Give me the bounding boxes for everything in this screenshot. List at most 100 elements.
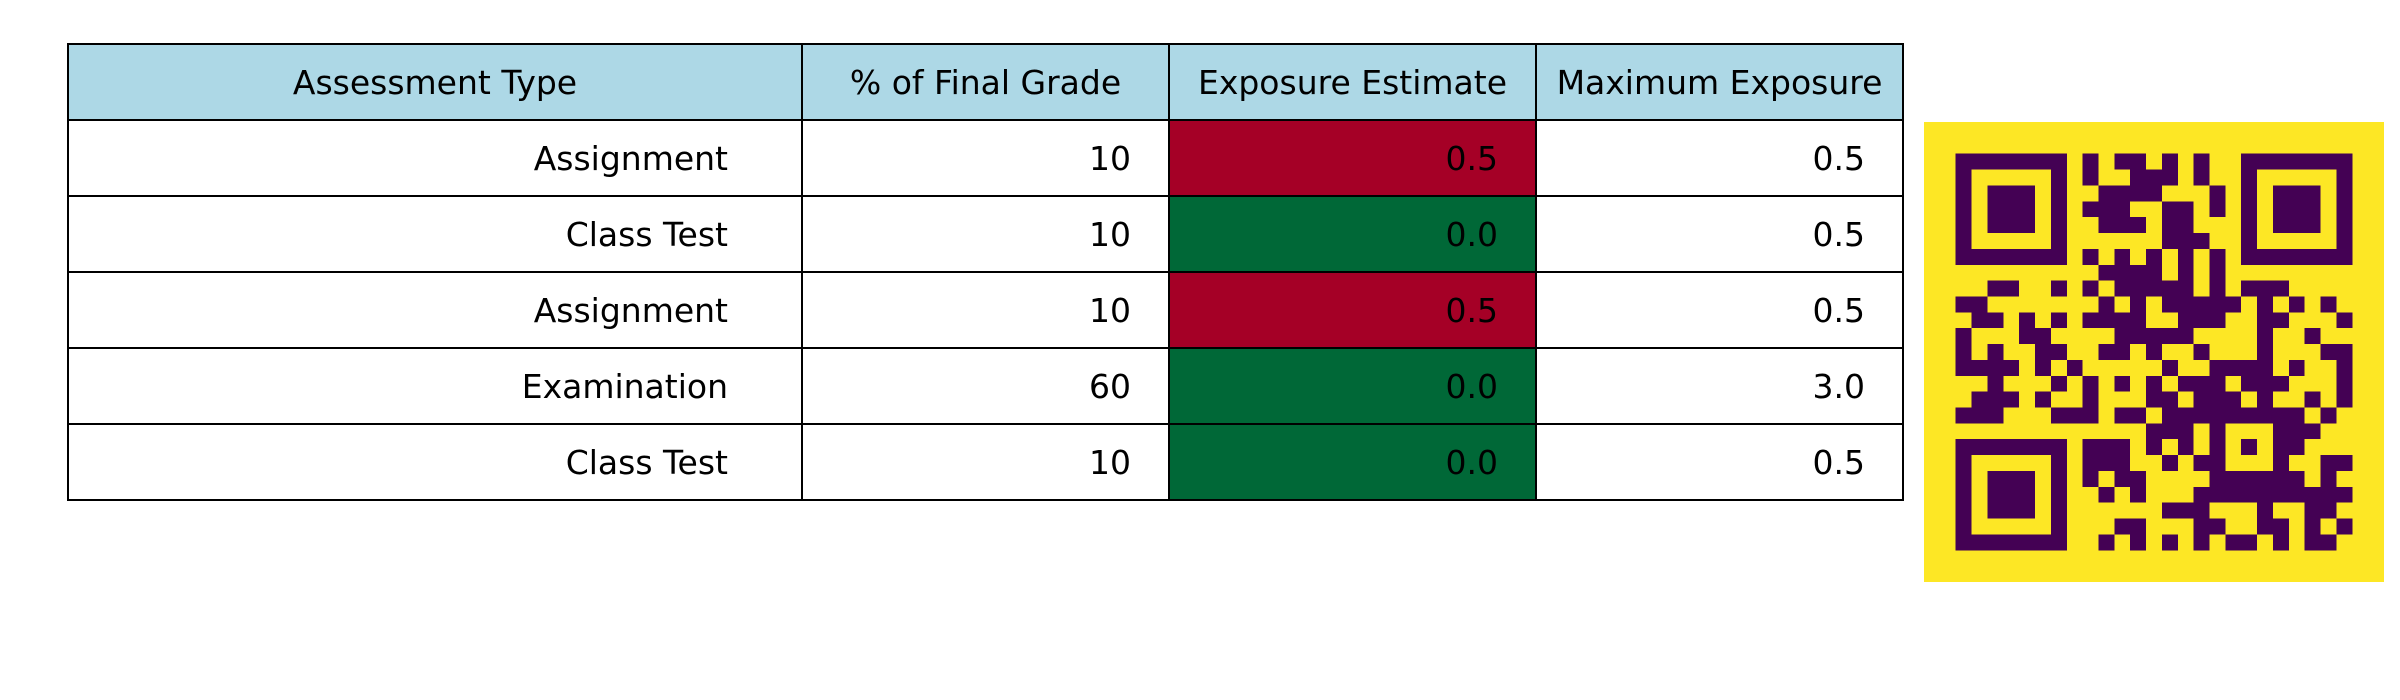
qr-module (2146, 264, 2162, 281)
qr-module (2177, 264, 2194, 281)
qr-module (2336, 344, 2353, 360)
qr-module (2161, 153, 2178, 170)
qr-module (2114, 280, 2131, 297)
qr-module (2320, 534, 2337, 551)
qr-module (2146, 423, 2162, 440)
exposure-estimate-cell: 0.0 (1168, 347, 1537, 425)
qr-module (2193, 502, 2210, 519)
qr-module (2336, 375, 2353, 392)
qr-module (1987, 344, 2004, 360)
qr-module (1955, 486, 1972, 503)
qr-module (2003, 153, 2020, 170)
qr-module (2209, 439, 2226, 456)
qr-module (2241, 439, 2258, 456)
qr-module (2035, 391, 2051, 408)
qr-module (2272, 201, 2289, 218)
qr-module (2161, 407, 2178, 424)
qr-module (1955, 169, 1972, 186)
qr-module (2114, 344, 2131, 360)
qr-module (1955, 439, 1972, 456)
qr-module (2161, 391, 2178, 408)
qr-module (2209, 201, 2226, 218)
qr-module (2035, 328, 2051, 345)
qr-module (2288, 153, 2305, 170)
qr-module (2225, 296, 2242, 313)
qr-module (2177, 407, 2194, 424)
qr-module (2225, 534, 2242, 551)
qr-module (2161, 534, 2178, 551)
qr-module (2177, 423, 2194, 440)
qr-module (2288, 470, 2305, 487)
qr-module (2336, 153, 2353, 170)
qr-module (2003, 359, 2020, 376)
qr-module (2288, 359, 2305, 376)
qr-module (2336, 455, 2353, 471)
qr-module (1955, 407, 1972, 424)
qr-module (2146, 439, 2162, 456)
qr-module (2050, 486, 2067, 503)
qr-module (2257, 328, 2273, 345)
qr-module (2019, 439, 2036, 456)
qr-module (2272, 423, 2289, 440)
qr-module (2146, 248, 2162, 265)
header-percent-of-final-grade: % of Final Grade (801, 43, 1170, 121)
qr-module (2019, 534, 2036, 551)
qr-module (1987, 375, 2004, 392)
qr-module (2177, 280, 2194, 297)
qr-module (2336, 185, 2353, 202)
qr-module (1971, 534, 1988, 551)
table-row: Class Test 10 0.0 0.5 (67, 423, 1904, 501)
qr-module (2098, 455, 2115, 471)
qr-module (2272, 518, 2289, 535)
qr-module (2130, 470, 2147, 487)
header-assessment-type: Assessment Type (67, 43, 803, 121)
qr-module (2003, 248, 2020, 265)
qr-module (2114, 407, 2131, 424)
percent-cell: 10 (801, 271, 1170, 349)
qr-module (2035, 344, 2051, 360)
qr-module (2130, 518, 2147, 535)
qr-module (2209, 248, 2226, 265)
qr-module (2272, 534, 2289, 551)
qr-module (2050, 201, 2067, 218)
qr-module (1987, 280, 2004, 297)
qr-module (2288, 217, 2305, 234)
qr-module (2193, 296, 2210, 313)
qr-module (2288, 439, 2305, 456)
qr-module (2114, 312, 2131, 329)
qr-module (2304, 502, 2321, 519)
qr-module (2050, 185, 2067, 202)
qr-module (2209, 312, 2226, 329)
qr-module (2241, 470, 2258, 487)
qr-module (2209, 375, 2226, 392)
qr-module (2241, 233, 2258, 249)
qr-module (2019, 312, 2036, 329)
qr-module (2098, 439, 2115, 456)
qr-module (2336, 217, 2353, 234)
table-row: Examination 60 0.0 3.0 (67, 347, 1904, 425)
qr-module (2272, 312, 2289, 329)
qr-module (2272, 375, 2289, 392)
qr-module (2241, 407, 2258, 424)
qr-module (2019, 470, 2036, 487)
qr-module (2225, 486, 2242, 503)
qr-module (2130, 296, 2147, 313)
qr-module (2130, 328, 2147, 345)
percent-cell: 10 (801, 119, 1170, 197)
qr-module (2161, 502, 2178, 519)
qr-module (2241, 375, 2258, 392)
qr-module (2257, 280, 2273, 297)
header-exposure-estimate: Exposure Estimate (1168, 43, 1537, 121)
qr-module (1971, 407, 1988, 424)
qr-module (2193, 407, 2210, 424)
qr-module (2114, 153, 2131, 170)
qr-module (2019, 486, 2036, 503)
qr-module (2130, 169, 2147, 186)
qr-module (2272, 407, 2289, 424)
qr-module (2050, 169, 2067, 186)
qr-module (1955, 233, 1972, 249)
qr-module (2050, 217, 2067, 234)
qr-module (2098, 185, 2115, 202)
qr-module (2114, 217, 2131, 234)
qr-module (2257, 518, 2273, 535)
